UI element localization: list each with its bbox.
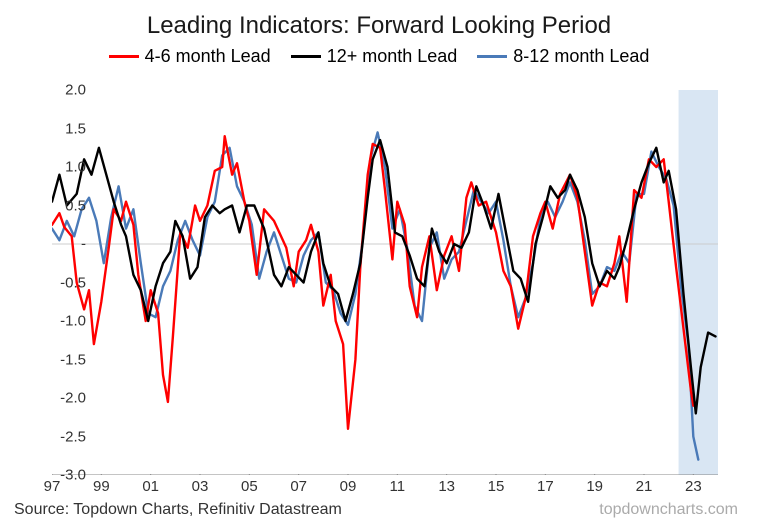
legend-label-s1: 4-6 month Lead: [145, 46, 271, 67]
y-tick-label: -2.5: [60, 428, 86, 445]
source-text: Source: Topdown Charts, Refinitiv Datast…: [14, 501, 342, 519]
y-tick-label: 1.5: [65, 120, 86, 137]
x-tick-label: 17: [537, 478, 554, 495]
legend-swatch-s3: [477, 55, 507, 58]
legend-item-s3: 8-12 month Lead: [477, 46, 649, 67]
y-tick-label: -2.0: [60, 390, 86, 407]
legend-label-s3: 8-12 month Lead: [513, 46, 649, 67]
y-tick-label: -1.5: [60, 351, 86, 368]
chart-area: [52, 90, 718, 475]
y-tick-label: -0.5: [60, 274, 86, 291]
legend-item-s1: 4-6 month Lead: [109, 46, 271, 67]
legend-swatch-s1: [109, 55, 139, 58]
legend-swatch-s2: [291, 55, 321, 58]
legend-item-s2: 12+ month Lead: [291, 46, 458, 67]
y-tick-label: -1.0: [60, 313, 86, 330]
y-tick-label: -: [81, 236, 86, 253]
x-tick-label: 97: [44, 478, 61, 495]
x-tick-label: 03: [192, 478, 209, 495]
chart-svg: [52, 90, 718, 475]
x-tick-label: 15: [488, 478, 505, 495]
legend-label-s2: 12+ month Lead: [327, 46, 458, 67]
x-tick-label: 09: [340, 478, 357, 495]
y-tick-label: 1.0: [65, 159, 86, 176]
x-tick-label: 13: [438, 478, 455, 495]
x-tick-label: 07: [290, 478, 307, 495]
x-tick-label: 05: [241, 478, 258, 495]
watermark-text: topdowncharts.com: [599, 501, 738, 519]
x-tick-label: 11: [390, 478, 406, 495]
x-tick-label: 99: [93, 478, 110, 495]
x-tick-label: 21: [636, 478, 653, 495]
x-tick-label: 01: [142, 478, 159, 495]
y-tick-label: 2.0: [65, 82, 86, 99]
x-tick-label: 19: [586, 478, 603, 495]
x-tick-label: 23: [685, 478, 702, 495]
chart-title: Leading Indicators: Forward Looking Peri…: [0, 0, 758, 40]
y-tick-label: 0.5: [65, 197, 86, 214]
y-tick-label: -3.0: [60, 467, 86, 484]
legend: 4-6 month Lead 12+ month Lead 8-12 month…: [0, 46, 758, 67]
